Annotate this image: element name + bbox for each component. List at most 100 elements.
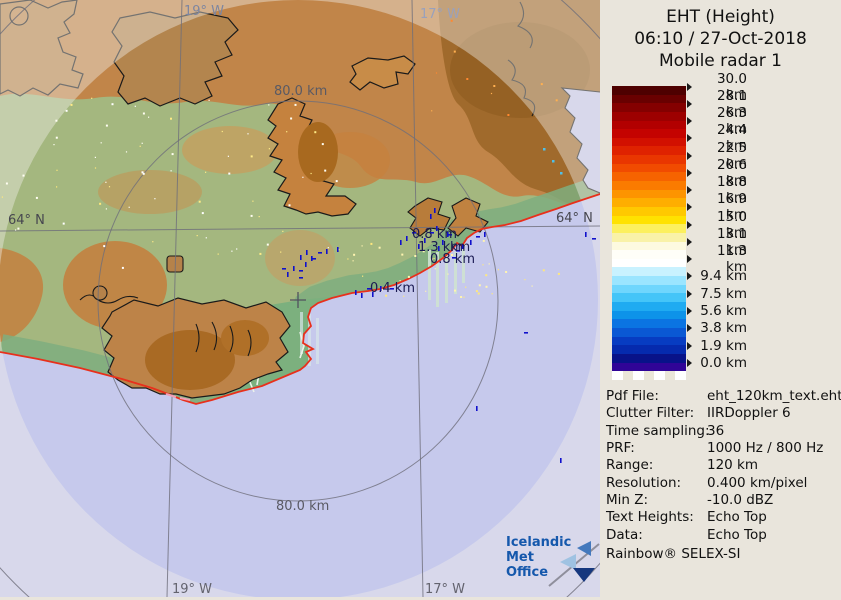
metadata-label: Text Heights:: [606, 509, 694, 526]
legend-tick-value: 9.4 km: [700, 268, 747, 285]
legend-color-band: [612, 198, 686, 207]
metadata-row: Min Z: -10.0 dBZ: [606, 492, 841, 509]
tick-arrow-icon: [687, 307, 692, 315]
fjord-coastline: [560, 87, 600, 194]
metadata-value: 1000 Hz / 800 Hz: [707, 440, 824, 457]
legend-tick-labels: 30.0 km 28.1 km 26.3 km 24.4 km 22.5 km 20.6 …: [600, 0, 841, 600]
legend-tick-row: 3.8 km: [687, 320, 747, 337]
legend-color-band: [612, 181, 686, 190]
height-color-scale: [612, 86, 686, 372]
legend-color-band: [612, 86, 686, 95]
legend-color-band: [612, 120, 686, 130]
legend-tick-row: 30.0 km: [687, 71, 747, 103]
legend-color-band: [612, 319, 686, 328]
contour-ring: [92, 285, 108, 301]
sandur-streams: [428, 248, 465, 307]
radar-echo-marks: [282, 148, 596, 463]
legend-tick-value: 18.8 km: [716, 174, 747, 207]
info-panel: EHT (Height) 06:10 / 27-Oct-2018 Mobile …: [600, 0, 841, 600]
icelandic-met-office-logo: Icelandic Met Office: [506, 533, 600, 591]
metadata-label: Data:: [606, 526, 643, 543]
legend-tick-row: 18.8 km: [687, 174, 747, 206]
legend-tick-value: 22.5 km: [716, 139, 747, 172]
legend-tick-value: 26.3 km: [716, 105, 747, 138]
tick-arrow-icon: [687, 237, 692, 246]
tick-arrow-icon: [687, 186, 692, 195]
coast-pink-dashes: [165, 393, 191, 401]
legend-tick-row: 7.5 km: [687, 286, 747, 302]
metadata-label: Resolution:: [606, 474, 682, 491]
legend-color-band: [612, 250, 686, 259]
metadata-value: 120 km: [707, 457, 759, 474]
imo-logo-line2: Office: [506, 565, 549, 580]
radar-name: Mobile radar 1: [659, 51, 782, 71]
fjord-squiggle: [507, 1, 536, 117]
product-title-block: EHT (Height) 06:10 / 27-Oct-2018 Mobile …: [600, 6, 841, 72]
legend-color-band: [612, 258, 686, 268]
metadata-label: PRF:: [606, 440, 635, 457]
imo-logo-text: Icelandic Met Office: [506, 535, 600, 580]
product-timestamp: 06:10 / 27-Oct-2018: [634, 29, 807, 49]
legend-tick-row: 20.6 km: [687, 157, 747, 189]
radar-center-cross: [290, 292, 306, 308]
terrain-smudge: [98, 170, 202, 214]
metadata-row: Time sampling: 36: [606, 423, 841, 440]
legend-checker-cell: [622, 371, 634, 380]
sandur-streams-west: [300, 312, 319, 366]
metadata-row: Resolution: 0.400 km/pixel: [606, 475, 841, 492]
metadata-value: Echo Top: [707, 509, 767, 526]
hill-squiggle-left: [79, 294, 139, 304]
legend-color-band: [612, 206, 686, 216]
legend-color-band: [612, 215, 686, 225]
legend-tick-row: 26.3 km: [687, 105, 747, 137]
legend-color-band: [612, 172, 686, 182]
radar-map-canvas: [0, 0, 600, 597]
legend-color-band: [612, 362, 686, 372]
legend-tick-row: 9.4 km: [687, 268, 747, 285]
tick-arrow-icon: [687, 117, 692, 126]
legend-color-band: [612, 232, 686, 242]
legend-tick-value: 3.8 km: [700, 320, 747, 337]
metadata-label: Time sampling:: [606, 422, 710, 439]
tick-arrow-icon: [687, 358, 692, 367]
glacier-small-top: [349, 55, 416, 91]
legend-tick-value: 24.4 km: [716, 122, 747, 155]
legend-color-band: [612, 353, 686, 363]
metadata-label: Clutter Filter:: [606, 405, 695, 422]
metadata-value: Echo Top: [707, 526, 767, 543]
sea: [0, 194, 600, 597]
metadata-value: -10.0 dBZ: [707, 492, 774, 509]
metadata-value: 0.400 km/pixel: [707, 474, 808, 491]
legend-tick-row: 0.0 km: [687, 354, 747, 371]
meridian-line-17w: [411, 0, 424, 597]
glacier-center-core: [298, 122, 338, 182]
legend-color-band: [612, 189, 686, 199]
ridge-squiggles: [195, 321, 252, 357]
legend-color-band: [612, 155, 686, 164]
legend-checker-cell: [612, 371, 623, 380]
metadata-value: 36: [707, 422, 725, 439]
tick-arrow-icon: [687, 151, 692, 160]
glacier-south-core: [145, 330, 235, 390]
metadata-row: Pdf File: eht_120km_text.eht: [606, 388, 841, 405]
radar-map-view: 19° W 17° W 19° W 17° W 64° N 64° N 80.0 km 80.…: [0, 0, 600, 597]
legend-tick-value: 15.0 km: [716, 208, 747, 241]
metadata-value: IIRDoppler 6: [707, 405, 791, 422]
tick-arrow-icon: [687, 82, 692, 91]
legend-color-band: [612, 345, 686, 354]
legend-tick-value: 0.0 km: [700, 354, 747, 371]
legend-tick-value: 30.0 km: [716, 70, 747, 103]
legend-tick-value: 16.9 km: [716, 191, 747, 224]
glacier-topleft2: [111, 11, 239, 107]
legend-tick-value: 28.1 km: [716, 87, 747, 120]
legend-color-band: [612, 310, 686, 320]
tick-arrow-icon: [687, 220, 692, 229]
imo-triangles-icon: [548, 541, 600, 587]
software-brand-label: Rainbow® SELEX-SI: [606, 546, 741, 563]
legend-tick-value: 11.3 km: [716, 243, 747, 276]
tick-arrow-icon: [687, 203, 692, 212]
legend-tick-row: 22.5 km: [687, 140, 747, 172]
metadata-label: Pdf File:: [606, 388, 659, 404]
legend-color-band: [612, 241, 686, 251]
